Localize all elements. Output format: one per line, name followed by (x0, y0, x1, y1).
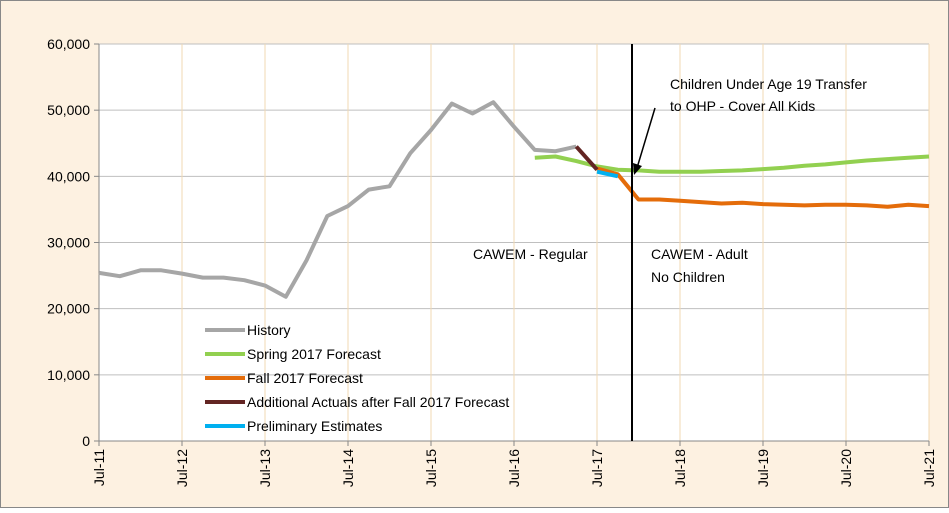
x-tick-label: Jul-18 (672, 449, 688, 487)
y-tick-label: 20,000 (47, 301, 90, 317)
y-tick-label: 10,000 (47, 367, 90, 383)
x-tick-label: Jul-20 (838, 449, 854, 487)
series-line (596, 169, 619, 179)
x-tick-label: Jul-11 (91, 449, 107, 486)
x-tick-label: Jul-17 (589, 449, 605, 487)
y-tick-label: 30,000 (47, 235, 90, 251)
annotation: CAWEM - Adult (651, 246, 748, 262)
x-tick-label: Jul-14 (340, 449, 356, 487)
y-tick-label: 60,000 (47, 36, 90, 52)
x-tick-label: Jul-15 (423, 449, 439, 487)
arrowhead (633, 163, 642, 175)
annotation: CAWEM - Regular (473, 246, 588, 262)
y-tick-label: 0 (82, 433, 90, 449)
series-line (596, 166, 930, 209)
y-tick-label: 40,000 (47, 168, 90, 184)
x-tick-label: Jul-19 (755, 449, 771, 487)
legend: History Spring 2017 Forecast Fall 2017 For… (205, 322, 509, 434)
arrow (636, 107, 656, 169)
legend-label: Preliminary Estimates (247, 418, 382, 434)
series-line (574, 145, 599, 172)
lines (98, 100, 930, 299)
legend-label: Spring 2017 Forecast (247, 346, 381, 362)
series-line (98, 100, 577, 299)
x-tick-label: Jul-13 (257, 449, 273, 487)
x-tick-label: Jul-16 (506, 449, 522, 487)
legend-label: History (247, 322, 291, 338)
x-tick-label: Jul-12 (174, 449, 190, 487)
annotation: No Children (651, 269, 725, 285)
legend-label: Fall 2017 Forecast (247, 370, 363, 386)
series-line (534, 154, 930, 174)
y-tick-label: 50,000 (47, 102, 90, 118)
annotation: Children Under Age 19 Transfer (670, 76, 867, 92)
grid: 0 10,000 20,000 30,000 40,000 50,000 60,000 Jul… (47, 36, 937, 487)
annotation: to OHP - Cover All Kids (670, 98, 815, 114)
legend-label: Additional Actuals after Fall 2017 Forec… (247, 394, 509, 410)
x-tick-label: Jul-21 (921, 449, 937, 487)
